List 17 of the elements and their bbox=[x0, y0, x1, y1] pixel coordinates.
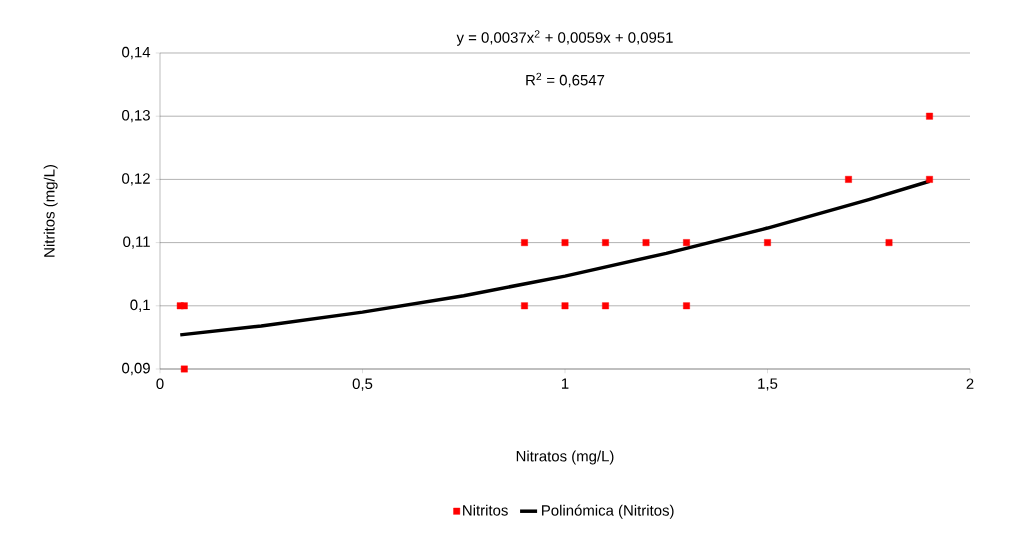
y-tick-label: 0,09 bbox=[122, 362, 150, 376]
y-tick-label: 0,13 bbox=[122, 110, 150, 123]
x-tick-label: 0,5 bbox=[352, 378, 373, 391]
y-tick-label: 0,1 bbox=[130, 299, 150, 312]
x-tick-label: 2 bbox=[966, 378, 974, 389]
text: y = 0,0037x$^{2}$ + 0,0059x + 0,0951 bbox=[456, 30, 673, 46]
y-axis-title: Nitritos (mg/L) bbox=[43, 165, 58, 257]
annotation: R$^{2}$ = 0,6547 bbox=[526, 72, 605, 88]
x-tick-label: 1,5 bbox=[758, 378, 778, 391]
y-tick-label: 0,12 bbox=[122, 173, 150, 186]
x-axis-title: Nitratos (mg/L) bbox=[516, 450, 614, 465]
legend-label: Nitritos bbox=[463, 504, 508, 516]
y-tick-label: 0,14 bbox=[122, 46, 151, 60]
y-tick-label: 0,11 bbox=[123, 236, 150, 249]
x-tick-label: 0 bbox=[156, 378, 164, 390]
x-tick-label: 1 bbox=[561, 378, 569, 389]
legend-label: Polinómica (Nitritos) bbox=[542, 504, 674, 519]
